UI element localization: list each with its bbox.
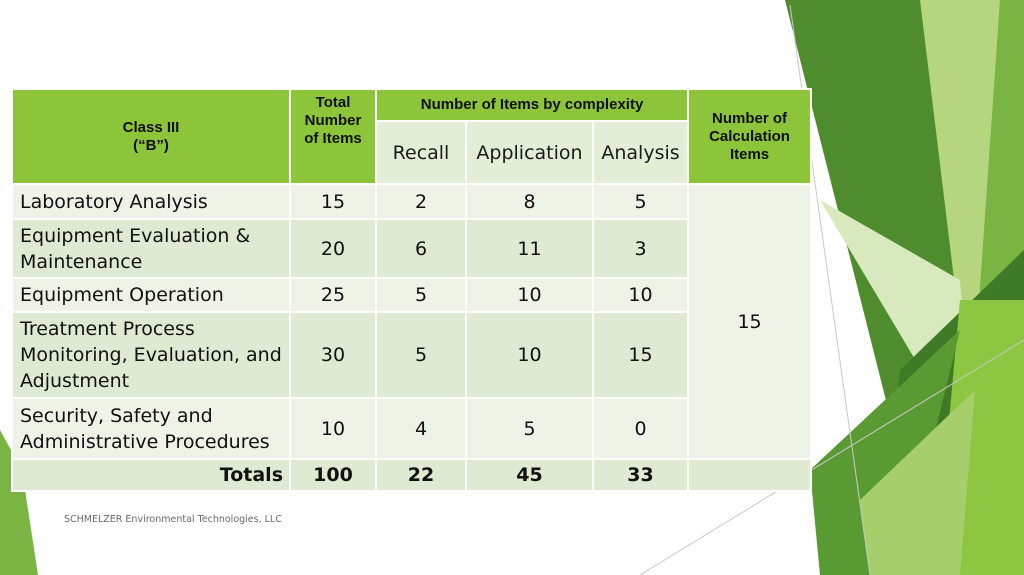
row-application: 5 <box>465 397 594 460</box>
row-recall: 6 <box>375 218 467 279</box>
complexity-header: Number of Items by complexity <box>374 88 690 122</box>
row-total: 15 <box>289 183 377 220</box>
totals-calc-empty <box>687 458 813 492</box>
row-recall: 5 <box>375 311 467 399</box>
header-row-sub: Recall Application Analysis <box>12 120 811 185</box>
total-header-line: Total <box>315 94 351 111</box>
row-analysis: 15 <box>591 311 690 399</box>
table-row: Equipment Evaluation & Maintenance 20 6 … <box>11 218 811 279</box>
table-row: Equipment Operation 25 5 10 10 <box>11 277 811 313</box>
row-application: 10 <box>465 311 594 399</box>
exam-items-table: Class III (“B”) Total Number of Items Nu… <box>11 88 813 492</box>
row-total: 20 <box>289 218 377 279</box>
calc-header-line: Calculation <box>709 127 790 145</box>
row-recall: 2 <box>375 183 467 220</box>
row-analysis: 0 <box>591 397 690 460</box>
totals-label: Totals <box>11 458 291 492</box>
row-total: 25 <box>289 277 377 313</box>
footer-company: SCHMELZER Environmental Technologies, LL… <box>64 514 282 525</box>
calc-header-line: Items <box>729 145 770 163</box>
green-accent-left <box>0 430 38 575</box>
row-analysis: 10 <box>591 277 690 313</box>
totals-total: 100 <box>289 458 377 492</box>
totals-recall: 22 <box>375 458 467 492</box>
row-application: 10 <box>465 277 594 313</box>
header-row-top: Class III (“B”) Total Number of Items Nu… <box>11 88 813 185</box>
calculation-items-header: Number of Calculation Items <box>687 88 813 185</box>
green-facet-bottom-light <box>860 390 975 575</box>
class-header: Class III (“B”) <box>11 88 291 185</box>
analysis-header: Analysis <box>591 120 690 185</box>
green-facet-lower-mid <box>810 330 960 575</box>
thin-line-2 <box>639 339 1024 575</box>
row-total: 10 <box>289 397 377 460</box>
total-header-line: Number <box>304 112 362 129</box>
row-total: 30 <box>289 311 377 399</box>
class-sub-label: (“B”) <box>133 136 169 154</box>
total-items-header: Total Number of Items <box>289 88 377 185</box>
row-analysis: 3 <box>591 218 690 279</box>
application-header: Application <box>465 120 594 185</box>
row-recall: 4 <box>375 397 467 460</box>
row-name: Laboratory Analysis <box>11 183 291 220</box>
row-application: 8 <box>465 183 594 220</box>
row-name: Equipment Operation <box>11 277 291 313</box>
row-name: Equipment Evaluation & Maintenance <box>11 218 291 279</box>
totals-analysis: 33 <box>591 458 690 492</box>
table-row: Security, Safety and Administrative Proc… <box>11 397 811 460</box>
class-label: Class III <box>122 118 180 136</box>
total-header-line: of Items <box>304 130 362 147</box>
totals-application: 45 <box>465 458 594 492</box>
row-application: 11 <box>465 218 594 279</box>
calculation-items-value: 15 <box>687 183 813 460</box>
row-analysis: 5 <box>591 183 690 220</box>
row-name: Security, Safety and Administrative Proc… <box>11 397 291 460</box>
table-row: Laboratory Analysis 15 2 8 5 15 <box>11 183 813 460</box>
recall-header: Recall <box>375 120 467 185</box>
row-recall: 5 <box>375 277 467 313</box>
row-name: Treatment Process Monitoring, Evaluation… <box>11 311 291 399</box>
table-row: Treatment Process Monitoring, Evaluation… <box>11 311 811 399</box>
totals-row: Totals 100 22 45 33 <box>11 458 813 492</box>
calc-header-line: Number of <box>712 109 788 127</box>
